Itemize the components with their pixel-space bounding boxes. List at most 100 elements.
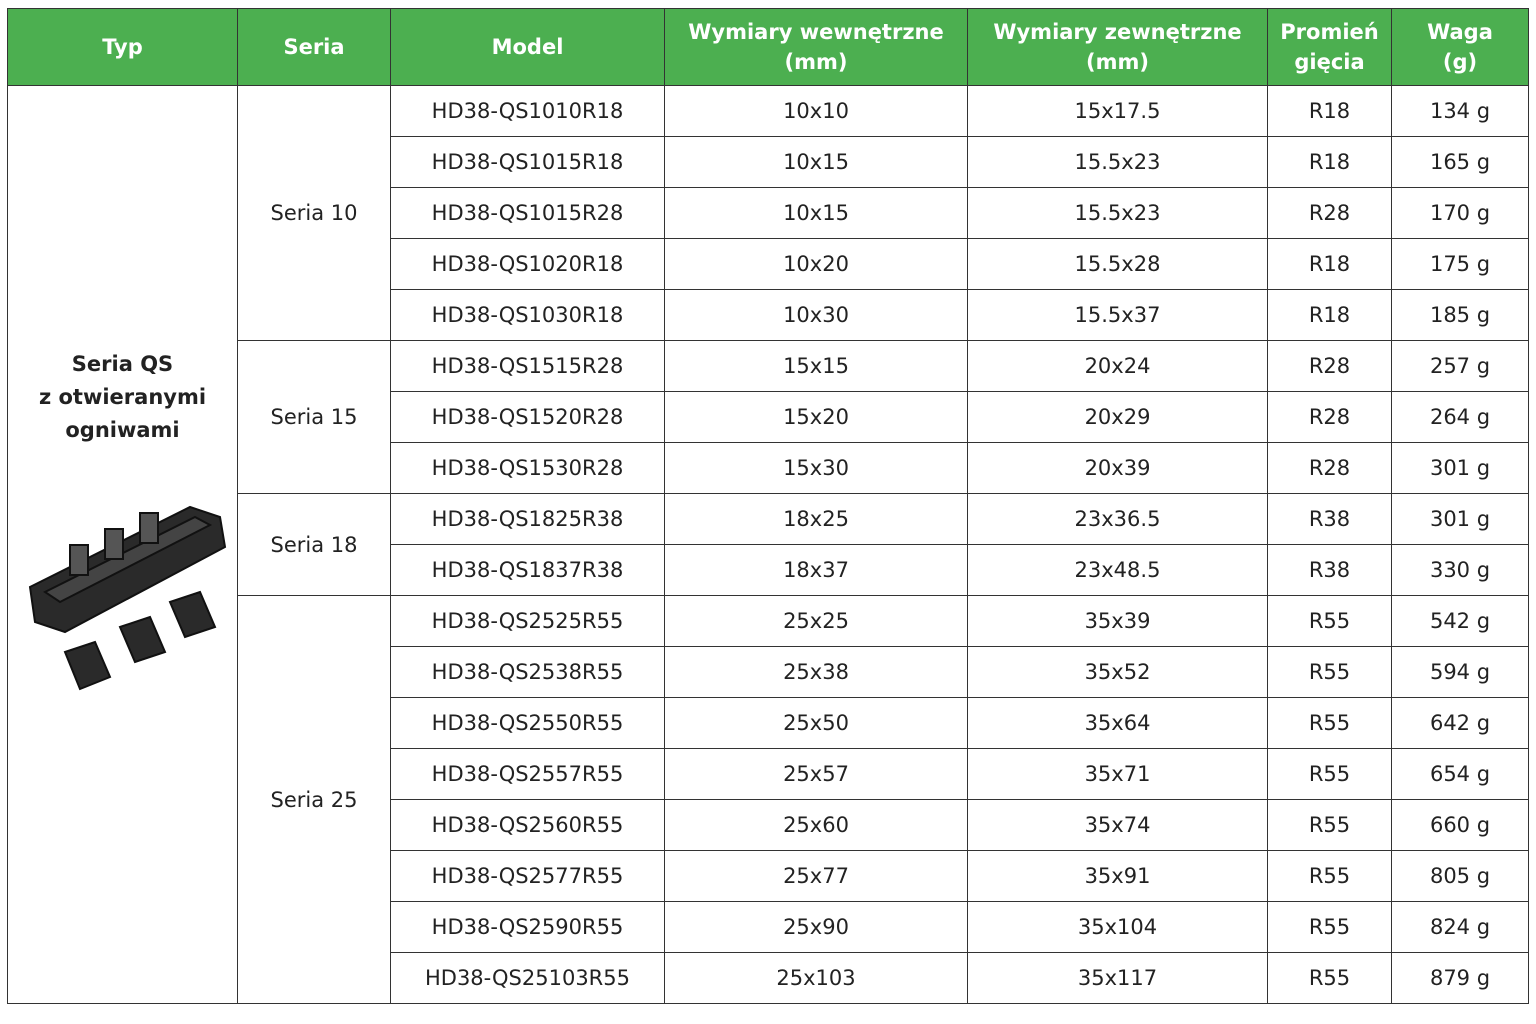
cell: HD38-QS2560R55 — [390, 799, 665, 851]
cell: 10x15 — [664, 136, 968, 188]
type-label: Seria QS z otwieranymi ogniwami — [38, 352, 207, 442]
type-cell: Seria QS z otwieranymi ogniwami — [7, 85, 238, 1004]
cell: HD38-QS1530R28 — [390, 442, 665, 494]
table-row: Seria 18 HD38-QS1825R38 18x25 23x36.5 R38 301… — [8, 493, 1529, 596]
cell: HD38-QS1030R18 — [390, 289, 665, 341]
cell: 134 g — [1391, 85, 1529, 137]
cell: 175 g — [1391, 238, 1529, 290]
table-row: HD38-QS1520R28 15x20 20x29 R28 264 g — [8, 391, 1529, 443]
cell: 660 g — [1391, 799, 1529, 851]
table-row: HD38-QS2560R55 25x60 35x74 R55 660 g — [8, 799, 1529, 851]
cell: 35x91 — [967, 850, 1268, 902]
cell: 25x25 — [664, 595, 968, 647]
header-cell: Seria — [237, 8, 391, 86]
cell: 10x15 — [664, 187, 968, 239]
cell: R55 — [1267, 799, 1392, 851]
cell: R18 — [1267, 289, 1392, 341]
cell: 25x103 — [664, 952, 968, 1004]
cell: 20x24 — [967, 340, 1268, 392]
header-row: Typ Seria Model Wymiary wewnętrzne (mm) Wymi… — [7, 8, 1529, 86]
cell: R28 — [1267, 391, 1392, 443]
cell: 10x20 — [664, 238, 968, 290]
cell: HD38-QS2538R55 — [390, 646, 665, 698]
cell: HD38-QS1015R28 — [390, 187, 665, 239]
cell: R55 — [1267, 952, 1392, 1004]
cell: 165 g — [1391, 136, 1529, 188]
cell: 25x77 — [664, 850, 968, 902]
table-row: Seria QS z otwieranymi ogniwami Seria 10… — [7, 85, 1529, 1004]
cell: 185 g — [1391, 289, 1529, 341]
cell: 23x36.5 — [967, 493, 1268, 545]
cell: 654 g — [1391, 748, 1529, 800]
cell: R28 — [1267, 340, 1392, 392]
cell: 35x74 — [967, 799, 1268, 851]
cell: 35x71 — [967, 748, 1268, 800]
cell: HD38-QS2590R55 — [390, 901, 665, 953]
cell: 301 g — [1391, 493, 1529, 545]
spec-table: Typ Seria Model Wymiary wewnętrzne (mm) Wymi… — [7, 8, 1529, 1004]
cell: 35x64 — [967, 697, 1268, 749]
cell: 642 g — [1391, 697, 1529, 749]
cell: 542 g — [1391, 595, 1529, 647]
cell: R55 — [1267, 850, 1392, 902]
cell: HD38-QS1015R18 — [390, 136, 665, 188]
cell: 25x90 — [664, 901, 968, 953]
cell: 10x10 — [664, 85, 968, 137]
cell: 264 g — [1391, 391, 1529, 443]
cell: R55 — [1267, 901, 1392, 953]
header-cell: Promień gięcia — [1267, 8, 1392, 86]
series-cell: Seria 18 — [237, 493, 391, 596]
table-row: HD38-QS25103R55 25x103 35x117 R55 879 g — [8, 952, 1529, 1004]
table-row: HD38-QS2590R55 25x90 35x104 R55 824 g — [8, 901, 1529, 953]
cell: HD38-QS1837R38 — [390, 544, 665, 596]
chain-image — [28, 505, 227, 691]
series-cell: Seria 15 — [237, 340, 391, 494]
header-cell: Model — [390, 8, 665, 86]
cell: 170 g — [1391, 187, 1529, 239]
header-cell: Typ — [7, 8, 238, 86]
header-cell: Wymiary wewnętrzne (mm) — [664, 8, 968, 86]
cell: 25x50 — [664, 697, 968, 749]
series-cell: Seria 10 — [237, 85, 391, 341]
cell: 25x57 — [664, 748, 968, 800]
table-row: Seria 15 HD38-QS1515R28 15x15 20x24 R28 257 g — [8, 340, 1529, 494]
table-row: HD38-QS2557R55 25x57 35x71 R55 654 g — [8, 748, 1529, 800]
cell: R55 — [1267, 595, 1392, 647]
cell: R18 — [1267, 85, 1392, 137]
header-cell: Wymiary zewnętrzne (mm) — [967, 8, 1268, 86]
cell: R28 — [1267, 187, 1392, 239]
cell: 25x60 — [664, 799, 968, 851]
cell: 15.5x23 — [967, 136, 1268, 188]
cell: HD38-QS2577R55 — [390, 850, 665, 902]
cell: 18x25 — [664, 493, 968, 545]
cell: 35x52 — [967, 646, 1268, 698]
cell: R18 — [1267, 238, 1392, 290]
table-row: HD38-QS1530R28 15x30 20x39 R28 301 g — [8, 442, 1529, 494]
cell: 15.5x28 — [967, 238, 1268, 290]
table-row: Seria 25 HD38-QS2525R55 25x25 35x39 R55 542 g — [8, 595, 1529, 1004]
series-cell: Seria 25 — [237, 595, 391, 1004]
cell: R55 — [1267, 646, 1392, 698]
cell: 15.5x23 — [967, 187, 1268, 239]
header-cell: Waga (g) — [1391, 8, 1529, 86]
table-row: HD38-QS2577R55 25x77 35x91 R55 805 g — [8, 850, 1529, 902]
cell: 15x15 — [664, 340, 968, 392]
cell: HD38-QS1520R28 — [390, 391, 665, 443]
cell: HD38-QS2550R55 — [390, 697, 665, 749]
cell: 15x30 — [664, 442, 968, 494]
cell: 15.5x37 — [967, 289, 1268, 341]
cell: R55 — [1267, 748, 1392, 800]
cell: 20x29 — [967, 391, 1268, 443]
cell: R18 — [1267, 136, 1392, 188]
cell: HD38-QS25103R55 — [390, 952, 665, 1004]
cell: HD38-QS2525R55 — [390, 595, 665, 647]
cell: 35x104 — [967, 901, 1268, 953]
cell: 301 g — [1391, 442, 1529, 494]
table-body: Seria QS z otwieranymi ogniwami Seria 10… — [7, 85, 1529, 1004]
cell: R38 — [1267, 544, 1392, 596]
cell: R55 — [1267, 697, 1392, 749]
cell: 35x39 — [967, 595, 1268, 647]
type-content: Seria QS z otwieranymi ogniwami — [8, 86, 237, 697]
cell: 15x17.5 — [967, 85, 1268, 137]
